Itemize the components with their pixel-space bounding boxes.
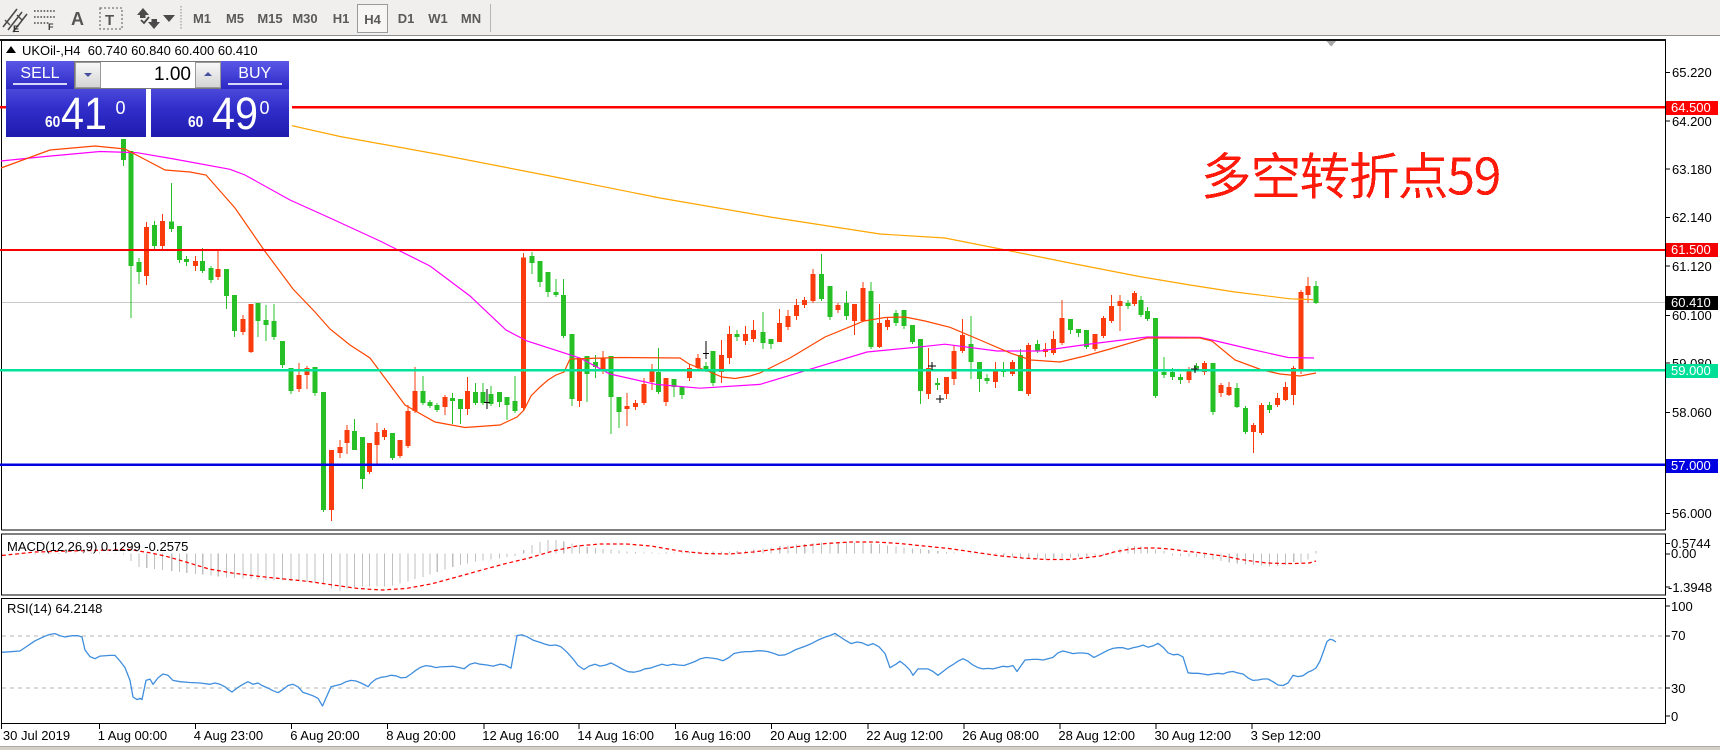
svg-text:T: T bbox=[105, 12, 114, 29]
svg-text:A: A bbox=[71, 9, 84, 29]
svg-text:F: F bbox=[48, 22, 54, 32]
svg-text:E: E bbox=[13, 24, 19, 35]
